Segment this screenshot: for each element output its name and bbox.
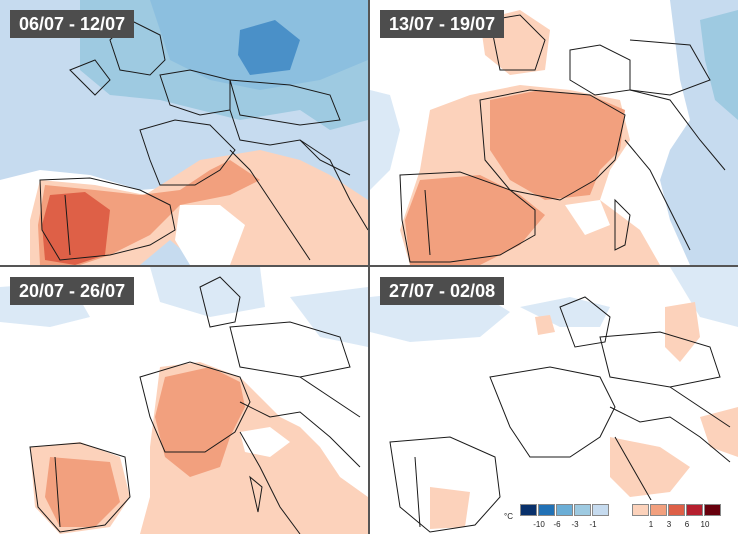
anomaly-warm-region xyxy=(610,437,690,497)
panel-divider-horizontal xyxy=(0,265,738,267)
map-panel-week-2: 13/07 - 19/07 xyxy=(370,0,738,265)
legend-swatch-cold-5 xyxy=(592,504,609,516)
anomaly-hot-region xyxy=(42,192,110,265)
legend-tick-warm: 1 xyxy=(648,520,654,529)
legend-swatch-warm-4 xyxy=(686,504,703,516)
legend-tick-warm: 3 xyxy=(666,520,672,529)
legend-swatch-cold-3 xyxy=(556,504,573,516)
anomaly-warm-region xyxy=(430,487,470,529)
legend-tick-cold: -10 xyxy=(533,520,545,529)
anomaly-strong-cold-region xyxy=(238,20,300,75)
date-range-label: 13/07 - 19/07 xyxy=(380,10,505,38)
legend-tick-cold: -1 xyxy=(589,520,597,529)
date-range-label: 27/07 - 02/08 xyxy=(380,277,505,305)
neutral-region xyxy=(565,200,610,235)
legend-swatch-cold-2 xyxy=(538,504,555,516)
legend-tick-warm: 6 xyxy=(684,520,690,529)
map-week-1-svg xyxy=(0,0,368,265)
legend-tick-cold: -6 xyxy=(553,520,561,529)
anomaly-cold-region xyxy=(150,267,265,317)
legend-swatch-warm-2 xyxy=(650,504,667,516)
legend-swatch-warm-3 xyxy=(668,504,685,516)
country-borders xyxy=(399,14,726,263)
panel-divider-vertical xyxy=(368,0,370,534)
map-panel-week-3: 20/07 - 26/07 xyxy=(0,267,368,534)
map-panel-week-1: 06/07 - 12/07 xyxy=(0,0,368,265)
legend-swatch-warm-5 xyxy=(704,504,721,516)
anomaly-cold-region xyxy=(520,297,610,327)
country-borders xyxy=(29,276,361,534)
anomaly-cold-region xyxy=(290,287,368,347)
anomaly-warm-region xyxy=(665,302,700,362)
date-range-label: 20/07 - 26/07 xyxy=(10,277,135,305)
map-week-2-svg xyxy=(370,0,738,265)
map-week-3-svg xyxy=(0,267,368,534)
date-range-label: 06/07 - 12/07 xyxy=(10,10,135,38)
legend-swatch-warm-1 xyxy=(632,504,649,516)
map-panel-week-4: 27/07 - 02/08 xyxy=(370,267,738,534)
anomaly-warm-region xyxy=(45,457,120,527)
anomaly-cold-region xyxy=(670,267,738,327)
country-borders xyxy=(389,296,731,534)
anomaly-warm-region xyxy=(490,90,625,200)
color-legend: °C -10 -6 -3 -1 1 3 6 10 xyxy=(500,500,738,534)
neutral-region xyxy=(175,205,245,265)
legend-tick-warm: 10 xyxy=(700,520,710,529)
anomaly-warm-region xyxy=(155,367,245,477)
legend-tick-cold: -3 xyxy=(571,520,579,529)
legend-swatch-cold-4 xyxy=(574,504,591,516)
anomaly-cold-region xyxy=(370,90,400,190)
legend-swatch-cold-1 xyxy=(520,504,537,516)
map-week-4-svg xyxy=(370,267,738,534)
anomaly-cold-region xyxy=(700,10,738,120)
anomaly-warm-region xyxy=(535,315,555,335)
legend-unit: °C xyxy=(504,512,513,521)
anomaly-warm-region xyxy=(405,175,545,265)
neutral-region xyxy=(240,427,290,457)
